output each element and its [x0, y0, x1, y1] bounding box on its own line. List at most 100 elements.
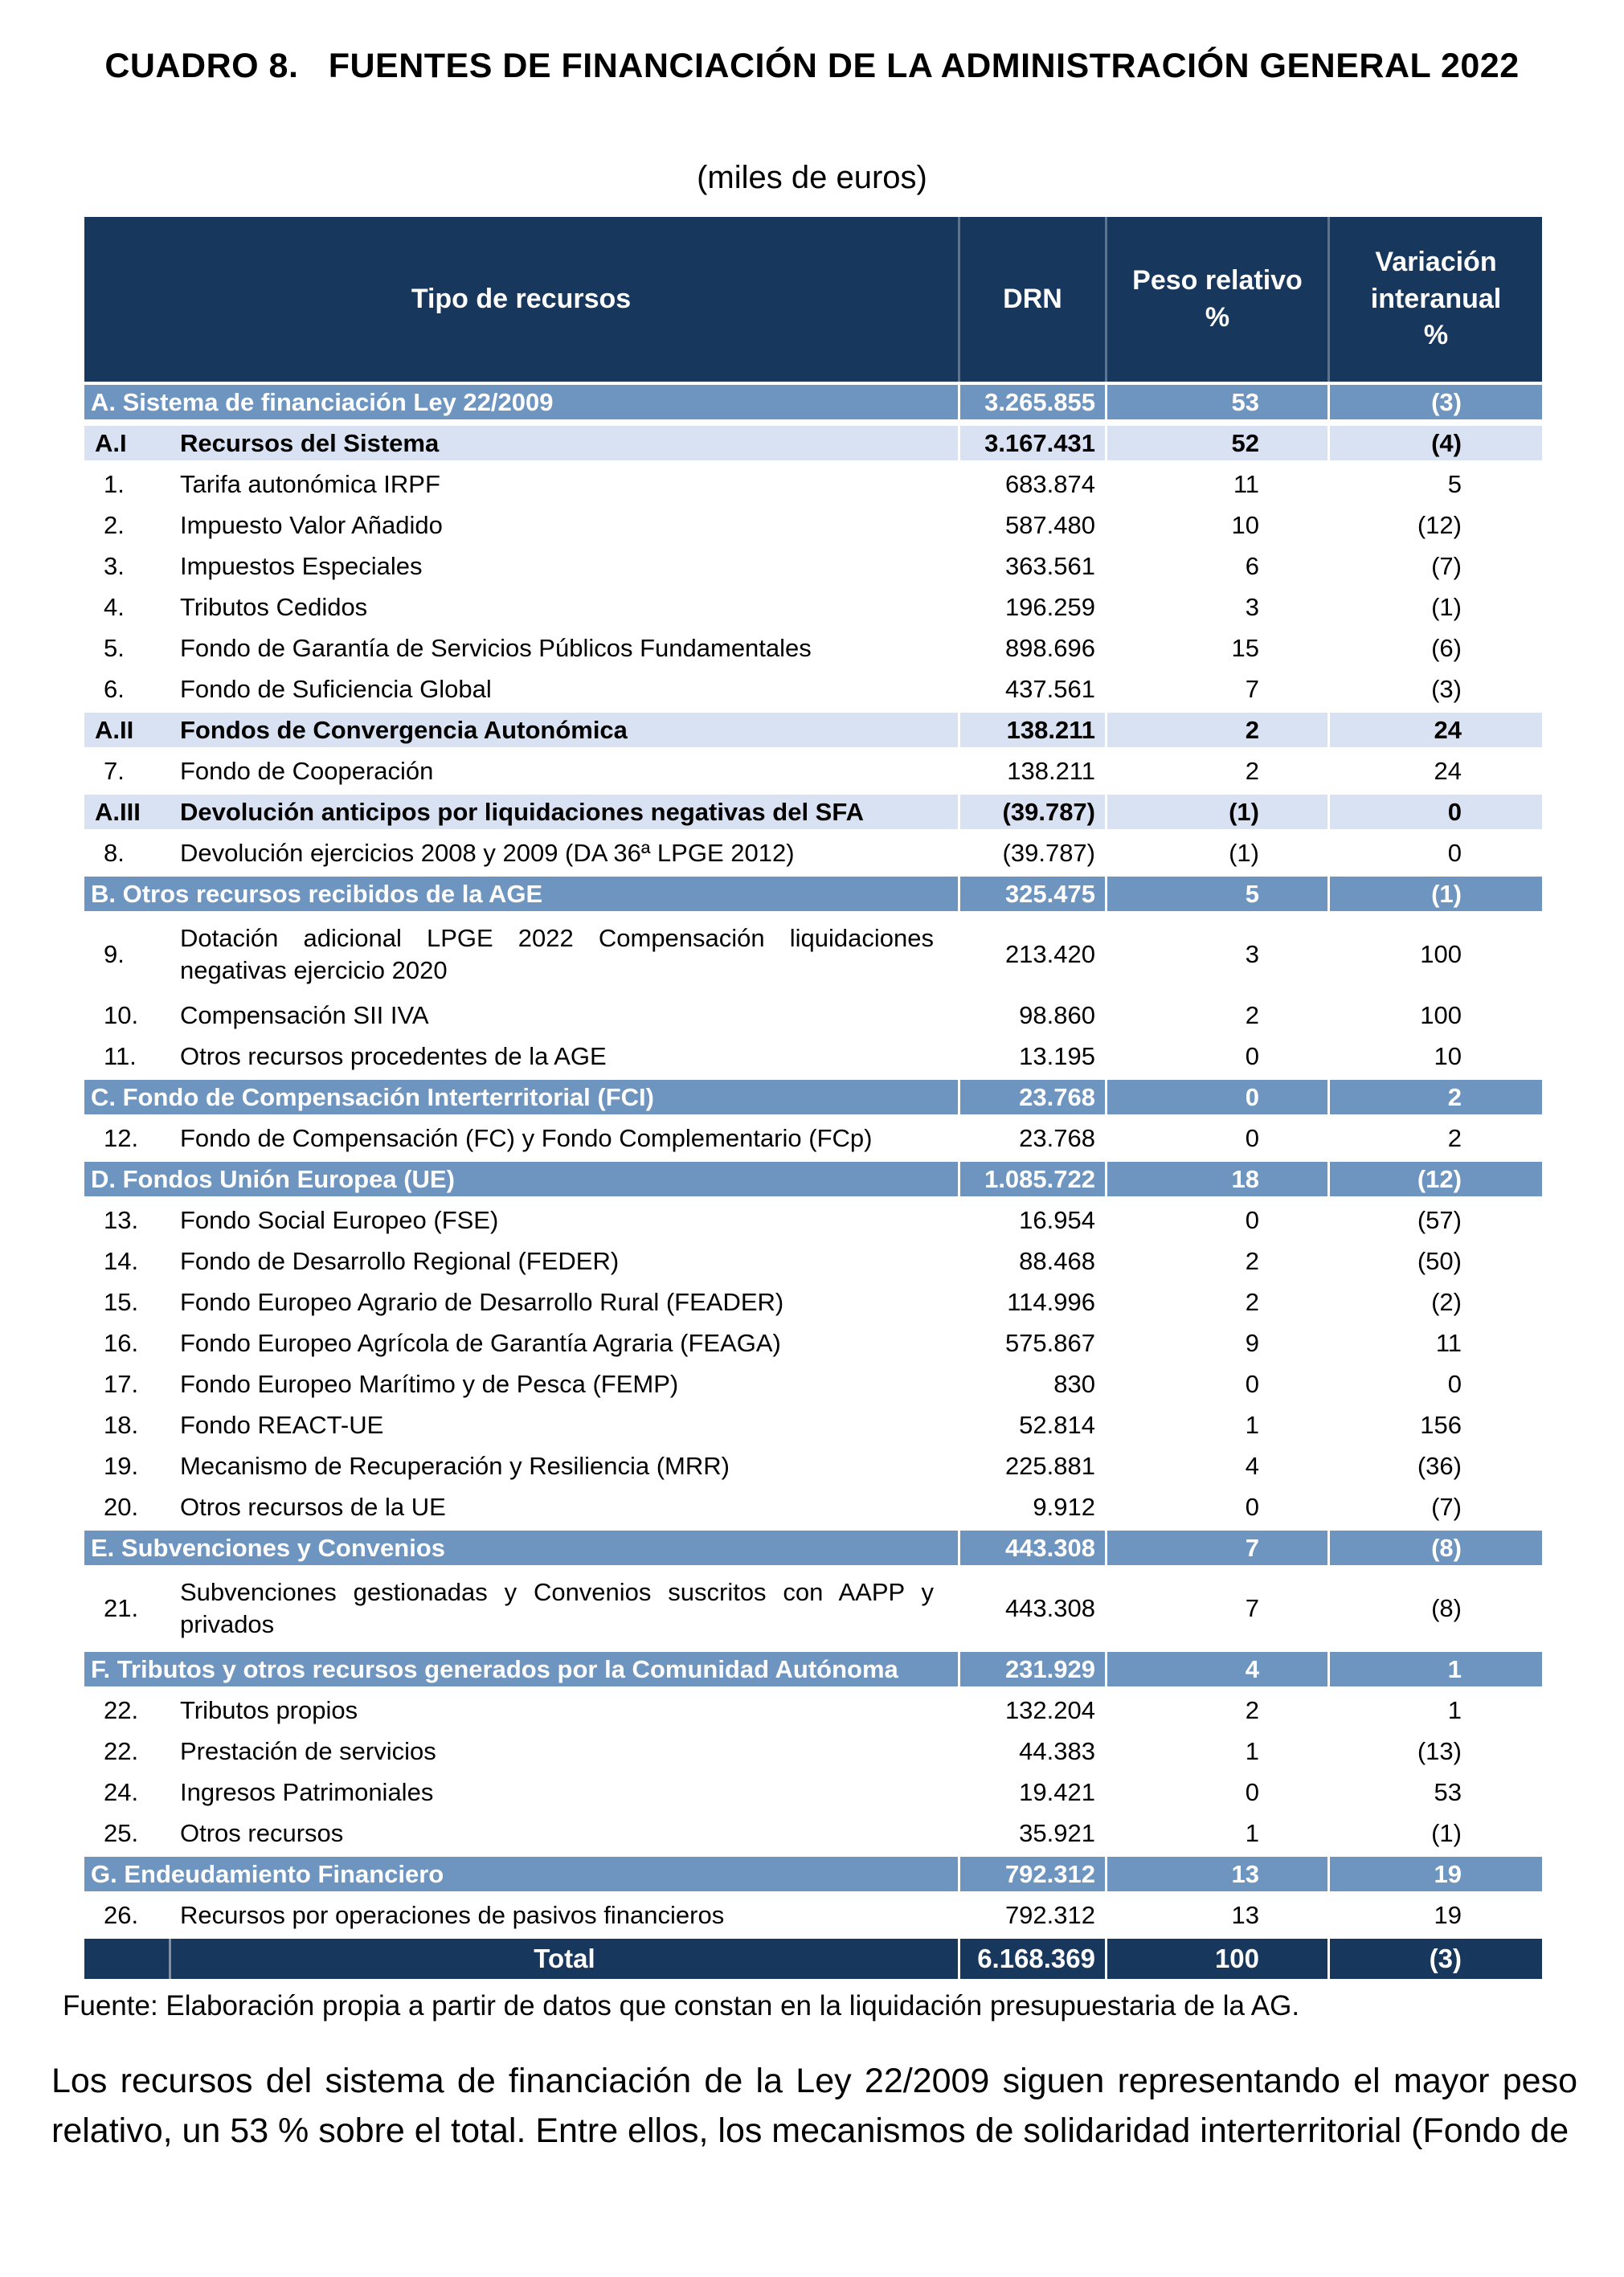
item-row: 13. Fondo Social Europeo (FSE) 16.954 0 (57)	[84, 1200, 1542, 1241]
drn-value: 23.768	[1019, 1123, 1095, 1152]
row-number: 16.	[104, 1328, 139, 1357]
item-row: 10. Compensación SII IVA 98.860 2 100	[84, 995, 1542, 1036]
row-number: 7.	[104, 756, 125, 785]
variacion-interanual-value: (1)	[1431, 1818, 1462, 1847]
row-label: Tarifa autonómica IRPF	[180, 469, 440, 498]
section-row: B. Otros recursos recibidos de la AGE 325…	[84, 873, 1542, 914]
item-row: 16. Fondo Europeo Agrícola de Garantía Ag…	[84, 1322, 1542, 1363]
row-label: Recursos por operaciones de pasivos fina…	[180, 1900, 725, 1929]
row-label: F. Tributos y otros recursos generados p…	[91, 1654, 898, 1683]
variacion-interanual-value: 0	[1447, 1369, 1462, 1398]
peso-relativo-value: 0	[1105, 1080, 1327, 1114]
row-label: Otros recursos procedentes de la AGE	[180, 1041, 607, 1070]
row-number: 2.	[104, 510, 125, 539]
item-row: 18. Fondo REACT-UE 52.814 1 156	[84, 1404, 1542, 1445]
peso-relativo-value: 0	[1245, 1492, 1259, 1521]
peso-relativo-value: 13	[1231, 1900, 1259, 1929]
row-number: 18.	[104, 1410, 139, 1439]
drn-value: 683.874	[1004, 469, 1095, 498]
peso-relativo-value: 4	[1245, 1451, 1259, 1480]
row-number: 1.	[104, 469, 125, 498]
row-number: 15.	[104, 1287, 139, 1316]
variacion-interanual-value: 156	[1420, 1410, 1462, 1439]
variacion-interanual-value: (8)	[1431, 1594, 1462, 1622]
section-row: E. Subvenciones y Convenios 443.308 7 (8)	[84, 1527, 1542, 1568]
peso-relativo-value: 1	[1245, 1818, 1259, 1847]
peso-relativo-value: 1	[1245, 1736, 1259, 1765]
peso-relativo-value: 0	[1245, 1205, 1259, 1234]
drn-value: 443.308	[958, 1531, 1105, 1565]
row-label: Fondo de Compensación (FC) y Fondo Compl…	[180, 1123, 873, 1152]
variacion-interanual-value: (6)	[1431, 633, 1462, 662]
row-number: 6.	[104, 674, 125, 703]
drn-value: 792.312	[1004, 1900, 1095, 1929]
drn-value: 443.308	[1004, 1594, 1095, 1622]
item-row: 24. Ingresos Patrimoniales 19.421 0 53	[84, 1772, 1542, 1813]
row-number: 20.	[104, 1492, 139, 1521]
row-number	[84, 1939, 169, 1979]
row-number: 21.	[104, 1594, 139, 1622]
item-row: 19. Mecanismo de Recuperación y Resilienc…	[84, 1445, 1542, 1486]
row-label: Tributos Cedidos	[180, 592, 368, 621]
column-header-variacion-interanual: Variación interanual %	[1327, 217, 1542, 382]
variacion-interanual-value: 19	[1327, 1857, 1542, 1891]
row-number: A.I	[95, 428, 127, 457]
row-label: D. Fondos Unión Europea (UE)	[91, 1164, 455, 1193]
peso-relativo-value: (1)	[1229, 838, 1259, 867]
section-row: G. Endeudamiento Financiero 792.312 13 19	[84, 1854, 1542, 1895]
row-label: Subvenciones gestionadas y Convenios sus…	[180, 1578, 934, 1638]
drn-value: 1.085.722	[958, 1162, 1105, 1196]
peso-relativo-value: 2	[1105, 713, 1327, 747]
variacion-interanual-value: 2	[1327, 1080, 1542, 1114]
peso-relativo-value: 3	[1245, 940, 1259, 968]
variacion-interanual-value: (8)	[1327, 1531, 1542, 1565]
drn-value: 3.265.855	[958, 385, 1105, 419]
drn-value: 6.168.369	[958, 1939, 1105, 1979]
variacion-interanual-value: (2)	[1431, 1287, 1462, 1316]
drn-value: 138.211	[958, 713, 1105, 747]
peso-relativo-value: 9	[1245, 1328, 1259, 1357]
peso-relativo-value: 13	[1105, 1857, 1327, 1891]
row-number: 4.	[104, 592, 125, 621]
variacion-interanual-value: 1	[1327, 1652, 1542, 1686]
document-page: CUADRO 8. FUENTES DE FINANCIACIÓN DE LA …	[0, 47, 1624, 2156]
variacion-interanual-value: (13)	[1417, 1736, 1462, 1765]
row-label: Tributos propios	[180, 1695, 358, 1724]
variacion-interanual-value: 24	[1327, 713, 1542, 747]
peso-relativo-value: 2	[1245, 1695, 1259, 1724]
row-number: 9.	[104, 940, 125, 968]
variacion-interanual-value: 5	[1447, 469, 1462, 498]
peso-relativo-value: 100	[1105, 1939, 1327, 1979]
peso-relativo-value: 2	[1245, 1000, 1259, 1029]
row-label: Fondo de Suficiencia Global	[180, 674, 492, 703]
item-row: 20. Otros recursos de la UE 9.912 0 (7)	[84, 1486, 1542, 1527]
peso-relativo-value: 52	[1105, 426, 1327, 460]
row-label: E. Subvenciones y Convenios	[91, 1533, 446, 1562]
row-label: Fondo Social Europeo (FSE)	[180, 1205, 499, 1234]
row-number: 17.	[104, 1369, 139, 1398]
peso-relativo-value: (1)	[1105, 795, 1327, 829]
variacion-interanual-value: 24	[1434, 756, 1462, 785]
row-label: Fondo de Cooperación	[180, 756, 434, 785]
column-header-drn: DRN	[958, 217, 1105, 382]
item-row: 22. Tributos propios 132.204 2 1	[84, 1690, 1542, 1731]
variacion-interanual-value: (12)	[1417, 510, 1462, 539]
peso-relativo-value: 2	[1245, 1246, 1259, 1275]
section-row: D. Fondos Unión Europea (UE) 1.085.722 18(…	[84, 1159, 1542, 1200]
item-row: 25. Otros recursos 35.921 1 (1)	[84, 1813, 1542, 1854]
row-number: 24.	[104, 1777, 139, 1806]
drn-value: 98.860	[1019, 1000, 1095, 1029]
variacion-interanual-value: (7)	[1431, 551, 1462, 580]
variacion-interanual-value: (3)	[1327, 385, 1542, 419]
variacion-interanual-value: (36)	[1417, 1451, 1462, 1480]
row-number: 19.	[104, 1451, 139, 1480]
row-number: 14.	[104, 1246, 139, 1275]
item-row: 4. Tributos Cedidos 196.259 3 (1)	[84, 587, 1542, 628]
section-row: F. Tributos y otros recursos generados p…	[84, 1649, 1542, 1690]
source-note: Fuente: Elaboración propia a partir de d…	[63, 1990, 1300, 2022]
item-row: 15. Fondo Europeo Agrario de Desarrollo R…	[84, 1282, 1542, 1322]
page-subtitle: (miles de euros)	[697, 160, 927, 195]
row-label: Recursos del Sistema	[180, 428, 440, 457]
variacion-interanual-value: (57)	[1417, 1205, 1462, 1234]
row-label: Fondo Europeo Marítimo y de Pesca (FEMP)	[180, 1369, 679, 1398]
